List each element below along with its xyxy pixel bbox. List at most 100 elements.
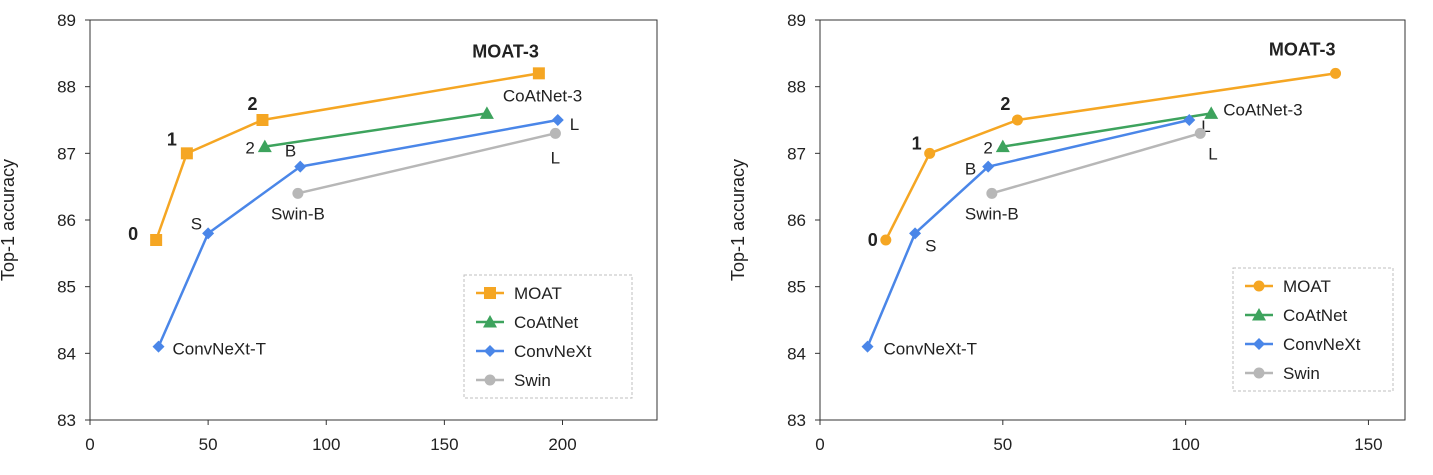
legend-marker (1252, 308, 1266, 321)
data-label: L (1208, 144, 1217, 163)
x-tick-label: 100 (1171, 435, 1199, 454)
x-tick-label: 150 (1354, 435, 1382, 454)
data-point (202, 227, 215, 240)
y-tick-label: 84 (787, 344, 806, 363)
data-point (1183, 114, 1196, 126)
data-label: 1 (912, 133, 922, 153)
data-label: S (925, 236, 936, 255)
data-point (294, 160, 307, 173)
data-point (1194, 127, 1206, 139)
y-tick-label: 86 (787, 211, 806, 230)
data-label: B (965, 160, 976, 179)
data-label: L (1201, 117, 1210, 136)
y-tick-label: 85 (57, 278, 76, 297)
y-tick-label: 86 (57, 211, 76, 230)
series-line (991, 132, 1201, 195)
data-point (292, 187, 304, 199)
data-point (1204, 106, 1219, 119)
data-point (479, 106, 494, 119)
data-point (995, 139, 1010, 153)
data-label: ConvNeXt-T (173, 340, 267, 359)
legend-marker (1253, 367, 1265, 379)
y-axis-label: Top-1 accuracy (0, 159, 18, 281)
legend-entry: ConvNeXt (1283, 335, 1361, 354)
series-coatnet (995, 106, 1219, 153)
chart-left: 83 84 85 86 87 88 89 0 50 100 150 200 Top-1 accuracy… (0, 0, 700, 475)
legend-entry: CoAtNet (514, 313, 579, 332)
series-coatnet (257, 106, 494, 153)
legend-entry: MOAT (514, 284, 562, 303)
y-tick-label: 88 (57, 78, 76, 97)
chart-right: 83 84 85 86 87 88 89 0 50 100 150 Top-1 accuracy 0 1 2… (730, 0, 1433, 475)
legend-marker (484, 287, 496, 299)
y-tick-label: 87 (57, 144, 76, 163)
series-moat (880, 67, 1342, 246)
y-tick-label: 84 (57, 344, 76, 363)
data-label: MOAT-3 (1269, 39, 1336, 59)
data-label: 0 (868, 230, 878, 250)
legend-marker (1253, 338, 1265, 350)
data-label: 2 (1000, 94, 1010, 114)
data-label: 1 (167, 129, 177, 149)
data-point (551, 114, 564, 126)
chart-right-svg: 83 84 85 86 87 88 89 0 50 100 150 Top-1 accuracy 0 1 2… (730, 11, 1406, 454)
data-point (1011, 114, 1023, 126)
data-point (180, 147, 193, 160)
y-tick-label: 85 (787, 278, 806, 297)
x-tick-label: 50 (993, 435, 1012, 454)
legend-entry: Swin (514, 371, 551, 390)
y-tick-label: 89 (787, 11, 806, 30)
series-line (1002, 112, 1212, 148)
legend: MOAT CoAtNet ConvNeXt Swin (463, 274, 633, 399)
data-point (924, 147, 936, 159)
data-point (532, 67, 545, 80)
data-point (152, 340, 165, 353)
series-line (157, 118, 558, 348)
legend-entry: CoAtNet (1283, 306, 1348, 325)
data-label: 2 (245, 139, 254, 158)
data-label: 2 (983, 139, 992, 158)
series-line (866, 118, 1190, 348)
data-point (880, 234, 892, 246)
data-point (256, 114, 269, 126)
data-label: B (285, 142, 296, 161)
data-label: Swin-B (965, 204, 1019, 223)
data-point (982, 160, 995, 173)
data-label: S (191, 214, 202, 233)
legend-marker (1253, 280, 1265, 292)
legend-entry: MOAT (1283, 277, 1331, 296)
series-swin (986, 127, 1206, 199)
x-tick-label: 100 (312, 435, 340, 454)
data-label: Swin-B (271, 204, 325, 223)
data-point (549, 127, 561, 139)
data-label: CoAtNet-3 (1223, 100, 1302, 119)
data-point (986, 187, 998, 199)
series-line (297, 132, 556, 195)
series-convnext (152, 114, 564, 353)
y-tick-label: 83 (57, 411, 76, 430)
series-line (154, 72, 540, 241)
data-label: 0 (128, 224, 138, 244)
y-tick-label: 88 (787, 78, 806, 97)
x-tick-label: 150 (430, 435, 458, 454)
data-label: CoAtNet-3 (503, 86, 582, 105)
x-tick-label: 200 (548, 435, 576, 454)
legend-marker (483, 315, 497, 328)
legend: MOAT CoAtNet ConvNeXt Swin (1232, 267, 1394, 392)
chart-left-svg: 83 84 85 86 87 88 89 0 50 100 150 200 Top-1 accuracy… (0, 11, 658, 454)
x-tick-label: 50 (199, 435, 218, 454)
series-moat (150, 67, 545, 246)
x-tick-label: 0 (85, 435, 94, 454)
series-swin (292, 127, 561, 199)
y-tick-label: 87 (787, 144, 806, 163)
data-label: L (551, 148, 560, 167)
x-tick-label: 0 (815, 435, 824, 454)
y-axis-label: Top-1 accuracy (730, 159, 748, 281)
y-tick-label: 89 (57, 11, 76, 30)
series-convnext (861, 114, 1196, 353)
data-point (150, 234, 163, 246)
data-point (1330, 67, 1342, 79)
legend-entry: ConvNeXt (514, 342, 592, 361)
data-label: MOAT-3 (472, 41, 539, 61)
data-label: ConvNeXt-T (884, 340, 978, 359)
